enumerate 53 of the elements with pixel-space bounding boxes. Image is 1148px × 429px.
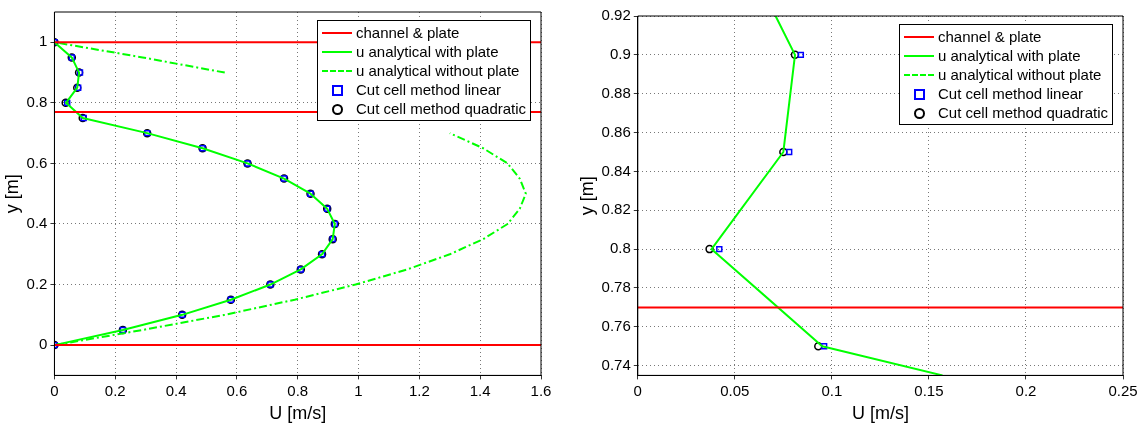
y-tick-label: 0.4 — [26, 214, 48, 232]
legend-label: Cut cell method quadratic — [938, 104, 1109, 121]
y-tick-label: 1 — [39, 32, 48, 50]
y-tick-label: 0.78 — [601, 278, 631, 296]
point — [716, 245, 723, 253]
point — [797, 51, 805, 59]
point — [814, 342, 823, 351]
y-tick-label: 0.84 — [601, 161, 631, 179]
point — [790, 50, 800, 60]
y-tick-label: 0.92 — [601, 6, 631, 24]
legend-label: Cut cell method linear — [356, 81, 502, 98]
x-tick-label: 1.2 — [408, 381, 430, 399]
legend-label: Cut cell method quadratic — [356, 100, 527, 117]
x-tick-label: 1 — [354, 381, 363, 399]
x-tick-label: 0 — [633, 381, 642, 399]
x-tick-label: 0.2 — [1015, 381, 1037, 399]
x-tick-label: 0.15 — [914, 381, 944, 399]
legend-label: Cut cell method linear — [938, 85, 1084, 102]
y-tick-label: 0.8 — [609, 239, 631, 257]
y-tick-label: 0.8 — [26, 92, 48, 110]
x-tick-label: 1.4 — [469, 381, 491, 399]
x-tick-label: 0.6 — [226, 381, 248, 399]
point — [785, 148, 793, 156]
y-tick-label: 0.6 — [26, 153, 48, 171]
y-tick-label: 0.82 — [601, 200, 631, 218]
y-tick-label: 0.86 — [601, 122, 631, 140]
point — [820, 343, 828, 350]
legend-label: channel & plate — [938, 28, 1042, 45]
y-axis-title: y [m] — [576, 176, 597, 216]
x-tick-label: 0.2 — [104, 381, 126, 399]
y-tick-label: 0.9 — [609, 44, 631, 62]
y-tick-label: 0.88 — [601, 83, 631, 101]
legend-label: u analytical with plate — [356, 43, 499, 60]
y-tick-label: 0.74 — [601, 355, 631, 373]
legend-label: u analytical without plate — [356, 62, 520, 79]
point — [705, 244, 714, 254]
x-tick-label: 0.8 — [287, 381, 309, 399]
legend-label: channel & plate — [356, 24, 460, 41]
y-tick-label: 0.76 — [601, 316, 631, 334]
y-tick-label: 0 — [39, 335, 48, 353]
x-axis-title: U [m/s] — [851, 403, 909, 424]
y-tick-label: 0.2 — [26, 274, 48, 292]
y-axis-title: y [m] — [1, 174, 22, 214]
x-axis-title: U [m/s] — [269, 403, 327, 424]
x-tick-label: 0.25 — [1108, 381, 1138, 399]
legend-label: u analytical with plate — [938, 47, 1081, 64]
x-tick-label: 1.6 — [530, 381, 552, 399]
legend-label: u analytical without plate — [938, 66, 1102, 83]
point — [779, 147, 788, 157]
x-tick-label: 0 — [50, 381, 59, 399]
x-tick-label: 0.05 — [720, 381, 750, 399]
x-tick-label: 0.1 — [821, 381, 843, 399]
x-tick-label: 0.4 — [165, 381, 187, 399]
